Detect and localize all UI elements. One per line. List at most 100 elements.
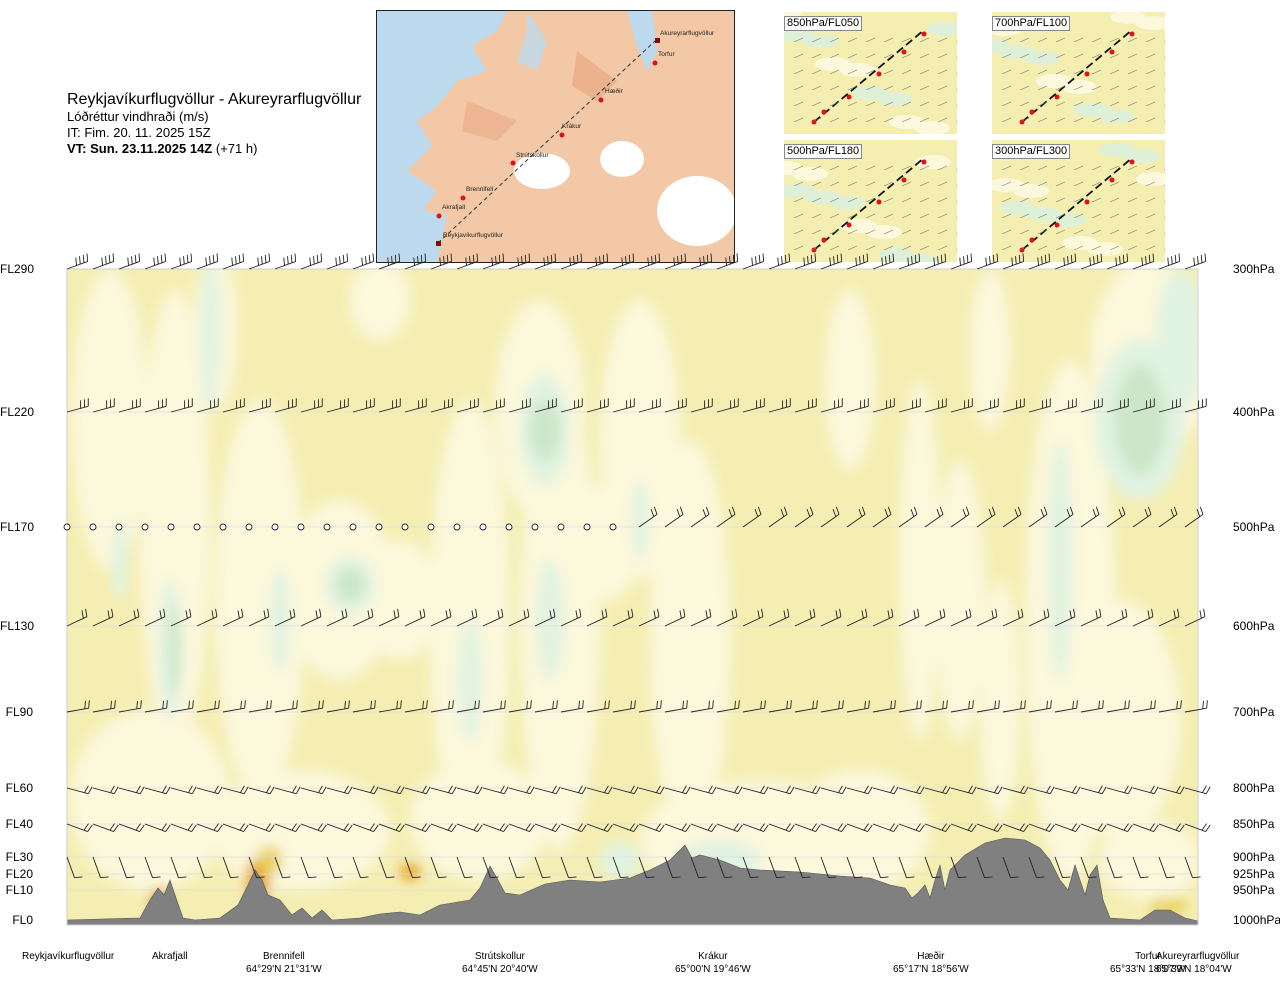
wind-barb (248, 608, 270, 627)
wind-barb (1002, 398, 1025, 413)
level-label-hpa: 900hPa (1233, 850, 1275, 864)
wind-barb (612, 785, 639, 795)
mini-map-svg (784, 140, 957, 262)
location-label: Akureyrarflugvöllur 65°39'N 18°04'W (1156, 950, 1239, 976)
vertical-velocity-area (360, 540, 440, 660)
map-label-brennifell: Brennifell (466, 186, 494, 193)
wind-barb (430, 608, 452, 627)
level-label-hpa: 700hPa (1233, 705, 1275, 719)
vertical-velocity-area (580, 480, 640, 600)
calm-marker (219, 523, 227, 531)
wind-barb (794, 823, 821, 832)
wind-barb (378, 700, 402, 713)
calm-marker (583, 523, 591, 531)
mini-map-label: 700hPa/FL100 (992, 16, 1071, 31)
wind-barb (352, 700, 376, 713)
wind-barb (1106, 700, 1130, 713)
wind-barb (352, 253, 375, 270)
cross-section-svg (63, 253, 1211, 926)
wind-barb (118, 785, 145, 795)
wind-barb (144, 700, 168, 713)
wind-barb (92, 856, 109, 879)
wind-barb (586, 700, 610, 713)
wind-barb (1002, 506, 1022, 528)
wind-barb (92, 398, 115, 413)
mini-map-500: 500hPa/FL180 (784, 140, 957, 262)
calm-marker (115, 523, 123, 531)
wind-barb (1028, 253, 1051, 270)
location-label: Reykjavíkurflugvöllur (22, 950, 114, 963)
wind-barb (222, 700, 246, 713)
wind-barb (404, 823, 431, 832)
wind-barb (1054, 823, 1081, 832)
wind-barb (1158, 608, 1180, 627)
wind-barb (690, 823, 717, 832)
wind-barb (872, 785, 899, 795)
wind-barb (690, 785, 717, 795)
wind-barb (742, 608, 764, 627)
wind-barb (1080, 506, 1100, 528)
wind-barb (196, 398, 219, 413)
wind-barb (950, 785, 977, 795)
wind-barb (794, 253, 817, 270)
wind-barb (456, 700, 480, 713)
wind-barb (456, 856, 473, 879)
wind-barb (196, 785, 223, 795)
wind-barb (430, 823, 457, 832)
wind-barb (794, 608, 816, 627)
wind-barb (716, 608, 738, 627)
vertical-velocity-area (900, 380, 940, 740)
wind-barb (664, 506, 684, 528)
wind-barb (716, 506, 736, 528)
mini-map-svg (992, 12, 1165, 134)
wind-barb (1158, 823, 1185, 832)
wind-barb (1106, 856, 1123, 879)
location-name: Akrafjall (152, 951, 188, 962)
wind-barb (664, 398, 687, 413)
wind-barb (950, 253, 973, 270)
wind-barb (1054, 856, 1071, 879)
wind-barb (1028, 506, 1048, 528)
wind-barb (742, 785, 769, 795)
level-label-hpa: 600hPa (1233, 619, 1275, 633)
wind-barb (326, 856, 343, 879)
wind-barb (482, 856, 499, 879)
wind-barb (482, 700, 506, 713)
calm-marker (193, 523, 201, 531)
wind-barb (612, 823, 639, 832)
wind-barb (898, 398, 921, 413)
level-label-hpa: 850hPa (1233, 817, 1275, 831)
wind-barb (1184, 856, 1201, 879)
calm-marker (609, 523, 617, 531)
wind-barb (1054, 506, 1074, 528)
wind-barb (664, 253, 687, 270)
wind-barb (404, 608, 426, 627)
wind-barb (300, 856, 317, 879)
wind-barb (66, 785, 93, 795)
vertical-velocity-area (70, 710, 230, 890)
wind-barb (690, 700, 714, 713)
wind-barb (820, 823, 847, 832)
wind-barb (742, 700, 766, 713)
wind-barb (560, 856, 577, 879)
wind-barb (1184, 823, 1211, 832)
level-label-fl: FL30 (5, 850, 33, 864)
wind-barb (300, 700, 324, 713)
location-coord: 64°29'N 21°31'W (246, 964, 322, 975)
wind-barb (846, 856, 863, 879)
wind-barb (638, 506, 658, 528)
wind-barb (586, 856, 603, 879)
wind-barb (326, 398, 349, 413)
vertical-velocity-area (970, 270, 1010, 430)
vertical-velocity-area (410, 760, 550, 880)
wind-barb (612, 253, 635, 270)
level-label-hpa: 400hPa (1233, 405, 1275, 419)
wind-barb (170, 700, 194, 713)
wind-barb (664, 856, 681, 879)
wind-barb (1054, 785, 1081, 795)
wind-barb (1106, 506, 1126, 528)
wind-barb (248, 398, 271, 413)
wind-barb (326, 253, 349, 270)
wind-barb (222, 785, 249, 795)
wind-barb (300, 398, 323, 413)
